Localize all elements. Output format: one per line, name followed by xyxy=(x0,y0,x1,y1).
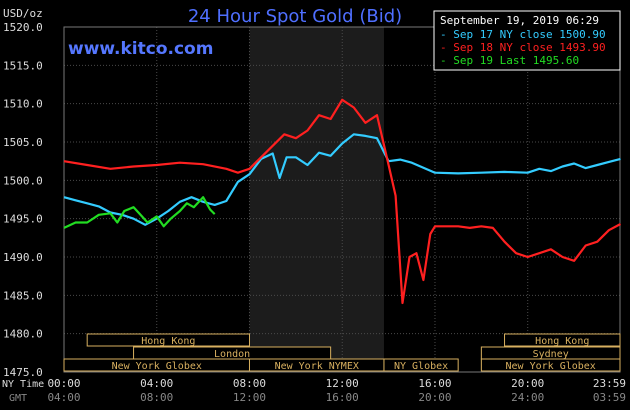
x-tick-label-ny: 04:00 xyxy=(140,377,173,390)
y-tick-label: 1480.0 xyxy=(3,328,43,341)
x-tick-label-gmt: 04:00 xyxy=(47,391,80,404)
series-line xyxy=(63,98,622,305)
y-tick-label: 1500.0 xyxy=(3,174,43,187)
session-label: Hong Kong xyxy=(535,336,589,347)
y-tick-label: 1505.0 xyxy=(3,136,43,149)
x-axis-label-gmt: GMT xyxy=(9,393,27,404)
legend-entry: - Sep 19 Last 1495.60 xyxy=(440,54,579,67)
y-tick-label: 1510.0 xyxy=(3,98,43,111)
session-label: New York Globex xyxy=(506,361,596,372)
session-label: London xyxy=(214,349,250,360)
y-tick-label: 1490.0 xyxy=(3,251,43,264)
x-tick-label-ny: 20:00 xyxy=(511,377,544,390)
x-tick-label-ny: 08:00 xyxy=(233,377,266,390)
x-tick-label-ny: 16:00 xyxy=(418,377,451,390)
session-label: Hong Kong xyxy=(141,336,195,347)
date-stamp: September 19, 2019 06:29 xyxy=(440,14,599,27)
legend: September 19, 2019 06:29 - Sep 17 NY clo… xyxy=(433,10,621,71)
source-watermark: www.kitco.com xyxy=(68,39,213,59)
data-series xyxy=(63,98,622,305)
plot-frame xyxy=(63,26,621,373)
x-tick-label-gmt: 24:00 xyxy=(511,391,544,404)
session-bar xyxy=(480,358,621,372)
x-axis-ticks: 00:00 04:00 08:00 12:00 16:00 20:00 23:5904:00… xyxy=(47,377,626,404)
y-tick-label: 1520.0 xyxy=(3,21,43,34)
y-tick-label: 1515.0 xyxy=(3,59,43,72)
session-label: New York NYMEX xyxy=(275,361,359,372)
chart-title: 24 Hour Spot Gold (Bid) xyxy=(188,6,402,27)
session-bar xyxy=(504,333,621,347)
x-tick-label-ny: 12:00 xyxy=(326,377,359,390)
shaded-session-region xyxy=(249,27,384,372)
legend-box xyxy=(433,10,621,71)
series-line xyxy=(63,196,216,229)
x-tick-label-ny: 00:00 xyxy=(47,377,80,390)
x-tick-label-gmt: 08:00 xyxy=(140,391,173,404)
y-axis-unit: USD/oz xyxy=(3,7,43,20)
x-tick-label-gmt: 20:00 xyxy=(418,391,451,404)
legend-entry: - Sep 17 NY close 1500.90 xyxy=(440,28,606,41)
session-label: Sydney xyxy=(533,349,569,360)
y-tick-label: 1495.0 xyxy=(3,213,43,226)
y-axis-ticks: 1520.0 1515.0 1510.0 1505.0 1500.0 1495.0 1490… xyxy=(3,21,43,379)
session-bar xyxy=(383,358,459,372)
market-sessions: Hong Kong London New York Globex New York N… xyxy=(63,333,621,372)
session-label: NY Globex xyxy=(394,361,448,372)
x-tick-label-ny: 23:59 xyxy=(593,377,626,390)
x-tick-label-gmt: 03:59 xyxy=(593,391,626,404)
y-tick-label: 1485.0 xyxy=(3,289,43,302)
x-tick-label-gmt: 16:00 xyxy=(326,391,359,404)
session-label: New York Globex xyxy=(112,361,202,372)
session-bar xyxy=(86,333,250,347)
legend-entry: - Sep 18 NY close 1493.90 xyxy=(440,41,606,54)
y-tick-label: 1475.0 xyxy=(3,366,43,379)
x-tick-label-gmt: 12:00 xyxy=(233,391,266,404)
legend-entries: - Sep 17 NY close 1500.90- Sep 18 NY clo… xyxy=(440,28,606,67)
x-axis-label-ny: NY Time xyxy=(2,379,44,390)
grid xyxy=(63,26,621,373)
